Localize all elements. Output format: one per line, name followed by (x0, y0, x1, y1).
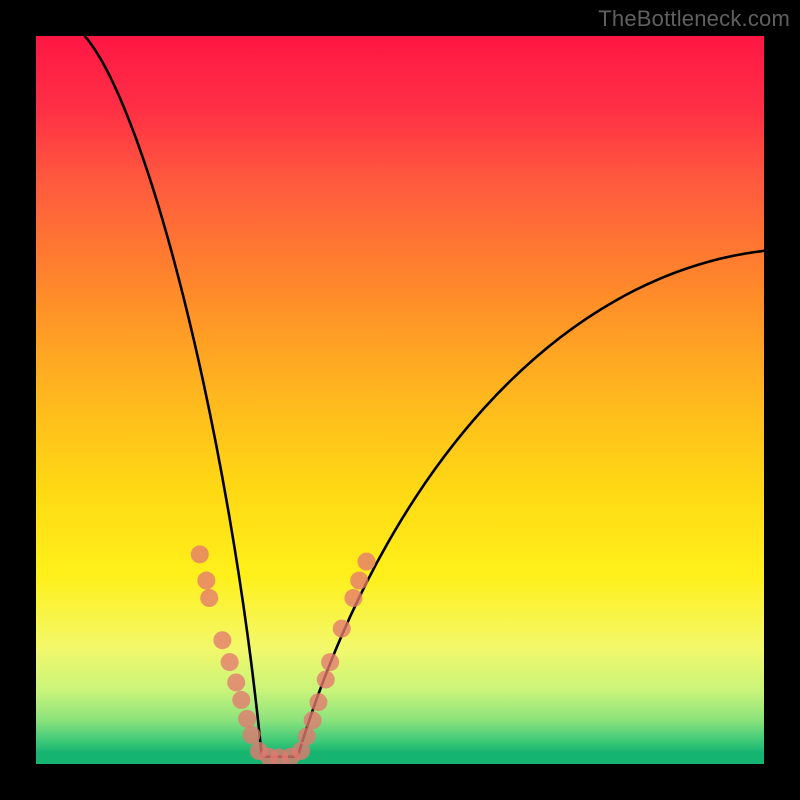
curve-marker (317, 671, 335, 689)
curve-marker (227, 673, 245, 691)
curve-marker (232, 691, 250, 709)
curve-marker (242, 726, 260, 744)
curve-marker (350, 572, 368, 590)
curve-marker (309, 693, 327, 711)
watermark-text: TheBottleneck.com (598, 6, 790, 32)
curve-marker (304, 711, 322, 729)
plot-background (36, 36, 764, 764)
curve-marker (197, 572, 215, 590)
curve-marker (298, 727, 316, 745)
bottleneck-chart (36, 36, 764, 764)
curve-marker (221, 653, 239, 671)
curve-marker (213, 631, 231, 649)
curve-marker (200, 589, 218, 607)
curve-marker (321, 653, 339, 671)
curve-marker (344, 589, 362, 607)
figure-root: TheBottleneck.com (0, 0, 800, 800)
curve-marker (191, 545, 209, 563)
curve-marker (358, 553, 376, 571)
curve-marker (238, 710, 256, 728)
curve-marker (333, 620, 351, 638)
